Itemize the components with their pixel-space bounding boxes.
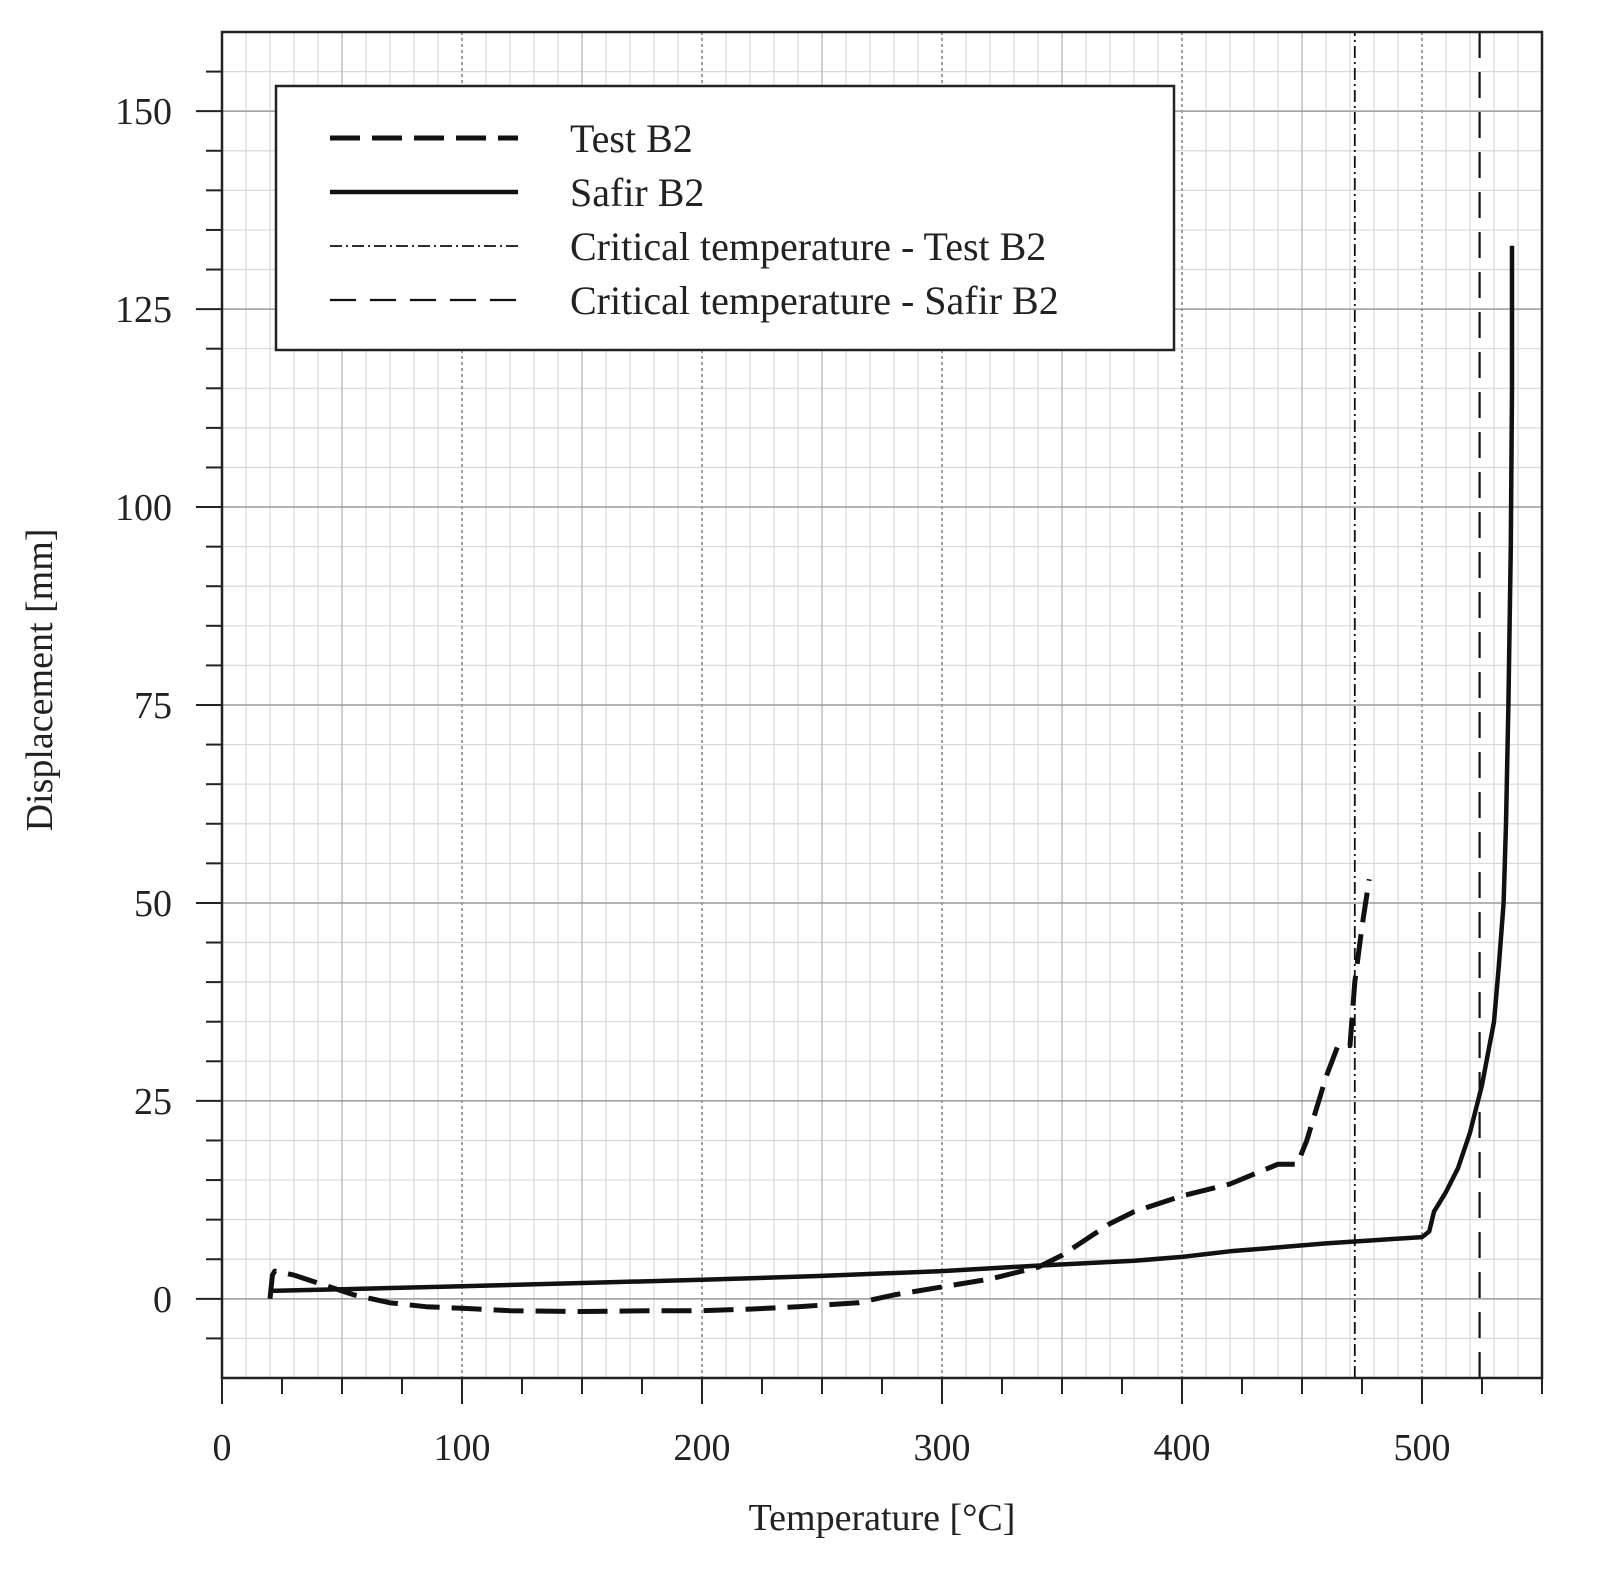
y-axis-title: Displacement [mm] bbox=[19, 529, 61, 832]
x-tick-label: 400 bbox=[1154, 1427, 1211, 1469]
series-line-2 bbox=[269, 245, 1515, 1294]
y-tick-label: 25 bbox=[134, 1081, 172, 1123]
series-line-1 bbox=[267, 878, 1372, 1314]
y-tick-label: 0 bbox=[153, 1279, 172, 1321]
legend-label: Critical temperature - Safir B2 bbox=[570, 278, 1059, 323]
legend-label: Safir B2 bbox=[570, 170, 704, 215]
y-tick-label: 150 bbox=[115, 91, 172, 133]
axis-ticks bbox=[196, 70, 1543, 1404]
axis-tick-labels: 0 100 200 300 400 500 0 25 50 75 100 125 150 bbox=[115, 91, 1451, 1469]
y-tick-label: 100 bbox=[115, 487, 172, 529]
y-tick-label: 125 bbox=[115, 289, 172, 331]
y-tick-label: 50 bbox=[134, 883, 172, 925]
legend-label: Critical temperature - Test B2 bbox=[570, 224, 1046, 269]
legend-label: Test B2 bbox=[570, 116, 693, 161]
legend-item: Safir B2 bbox=[330, 170, 704, 215]
legend-item: Critical temperature - Test B2 bbox=[330, 224, 1046, 269]
legend-item: Test B2 bbox=[330, 116, 693, 161]
series-layer bbox=[267, 32, 1515, 1378]
legend-items: Test B2 Safir B2 Critical temperature - Te… bbox=[330, 116, 1059, 323]
x-tick-label: 0 bbox=[213, 1427, 232, 1469]
x-tick-label: 300 bbox=[914, 1427, 971, 1469]
legend-box bbox=[274, 84, 1176, 352]
x-tick-label: 200 bbox=[674, 1427, 731, 1469]
legend-item: Critical temperature - Safir B2 bbox=[330, 278, 1059, 323]
x-axis-title: Temperature [°C] bbox=[749, 1497, 1016, 1539]
x-tick-label: 500 bbox=[1394, 1427, 1451, 1469]
x-tick-label: 100 bbox=[434, 1427, 491, 1469]
legend: Test B2 Safir B2 Critical temperature - Te… bbox=[274, 84, 1176, 352]
y-tick-label: 75 bbox=[134, 685, 172, 727]
